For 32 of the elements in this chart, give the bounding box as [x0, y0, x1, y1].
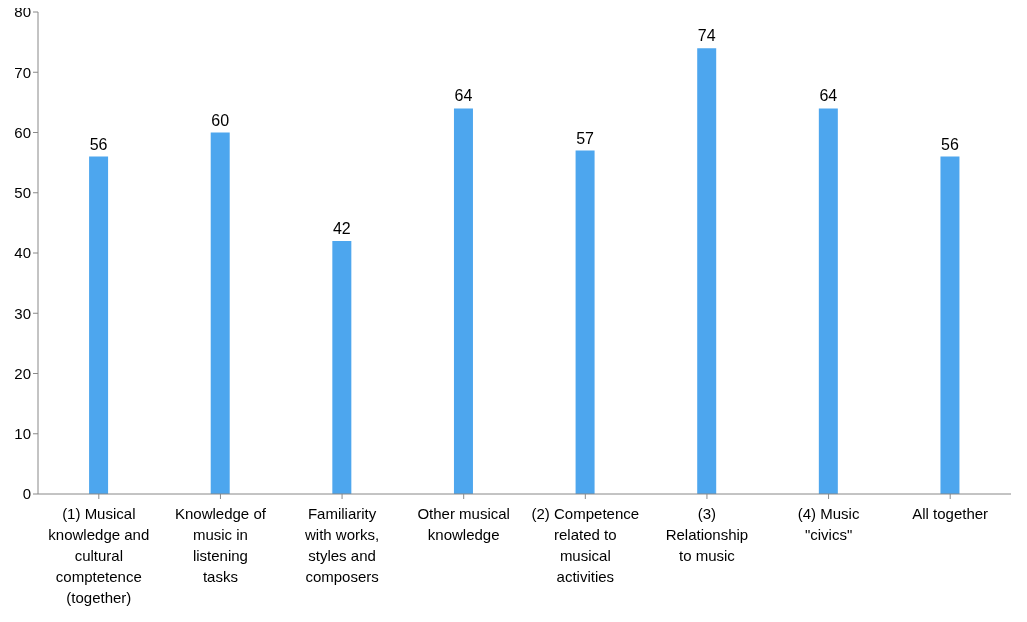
data-label: 64 [454, 87, 473, 105]
y-tick-label: 70 [14, 63, 31, 81]
x-tick-label: Familiarity with works, styles and composers [303, 505, 380, 585]
x-tick-label: (4) Music "civics" [797, 505, 860, 543]
data-label: 64 [819, 87, 838, 105]
y-tick-label: 10 [14, 425, 31, 443]
y-tick-label: 40 [14, 244, 31, 262]
bar [575, 150, 595, 494]
bar [89, 156, 109, 494]
data-label: 57 [576, 129, 595, 147]
x-tick-label: Other musical knowledge [417, 505, 510, 543]
bar [697, 48, 717, 494]
x-tick-label: (1) Musical knowledge and cultural comptetence (together) [48, 505, 150, 606]
bar [210, 132, 230, 494]
y-tick-label: 30 [14, 304, 31, 322]
x-tick-label: All together [912, 505, 989, 522]
y-tick-label: 0 [22, 485, 31, 503]
data-label: 42 [332, 219, 351, 237]
data-label: 56 [941, 135, 959, 153]
x-tick-label: (2) Competence related to musical activities [531, 505, 640, 585]
data-label: 60 [211, 111, 230, 129]
y-tick-label: 50 [14, 184, 31, 202]
bar [332, 240, 352, 494]
bar [940, 156, 960, 494]
data-label: 74 [697, 27, 716, 45]
y-tick-label: 20 [14, 364, 31, 382]
data-label: 56 [89, 135, 108, 153]
x-tick-label: Knowledge of music in listening tasks [174, 505, 267, 585]
x-tick-label: (3) Relationship to music [665, 505, 749, 564]
bar [818, 108, 838, 494]
y-tick-label: 60 [14, 123, 31, 141]
bar [453, 108, 473, 494]
